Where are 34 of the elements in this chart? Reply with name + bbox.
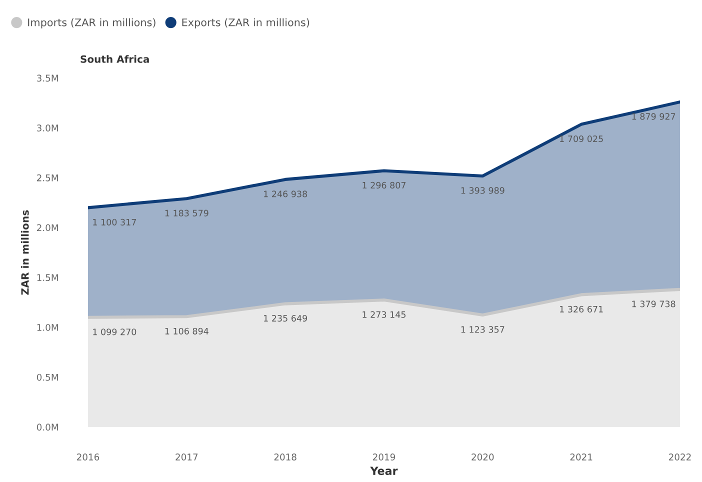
y-tick-label: 2.0M — [37, 224, 58, 232]
data-label: 1 246 938 — [264, 190, 307, 198]
y-tick-label: 3.5M — [37, 74, 58, 82]
data-label: 1 106 894 — [165, 328, 208, 334]
data-label: 1 879 927 — [632, 113, 676, 120]
y-axis-title: ZAR in millions — [20, 210, 29, 295]
data-label: 1 296 807 — [362, 182, 406, 189]
y-tick-label: 0.0M — [36, 424, 58, 431]
data-label: 1 183 579 — [165, 210, 208, 216]
chart-title: South Africa — [80, 55, 149, 63]
y-tick-label: 1.5M — [37, 274, 58, 282]
data-label: 1 123 357 — [461, 326, 504, 333]
data-label: 1 273 145 — [362, 311, 406, 318]
data-label: 1 100 317 — [93, 218, 136, 226]
x-tick-label: 2022 — [669, 454, 691, 460]
x-tick-label: 2017 — [176, 454, 198, 460]
data-label: 1 393 989 — [461, 187, 504, 194]
data-label: 1 709 025 — [560, 135, 603, 142]
data-label: 1 326 671 — [560, 306, 603, 313]
data-label: 1 235 649 — [264, 314, 307, 322]
y-tick-label: 3.0M — [37, 124, 58, 132]
data-label: 1 379 738 — [632, 300, 676, 308]
y-tick-label: 2.5M — [37, 174, 58, 182]
x-tick-label: 2019 — [373, 454, 396, 460]
x-tick-label: 2021 — [570, 454, 592, 460]
legend-label: Exports (ZAR in millions) — [182, 18, 310, 28]
legend-label: Imports (ZAR in millions) — [28, 18, 156, 28]
x-tick-label: 2018 — [274, 454, 296, 460]
y-tick-label: 1.0M — [37, 324, 58, 331]
x-tick-label: 2016 — [77, 454, 100, 460]
data-label: 1 099 270 — [93, 328, 136, 336]
x-axis-title: Year — [370, 466, 398, 476]
y-tick-label: 0.5M — [36, 374, 58, 381]
x-tick-label: 2020 — [472, 454, 494, 460]
